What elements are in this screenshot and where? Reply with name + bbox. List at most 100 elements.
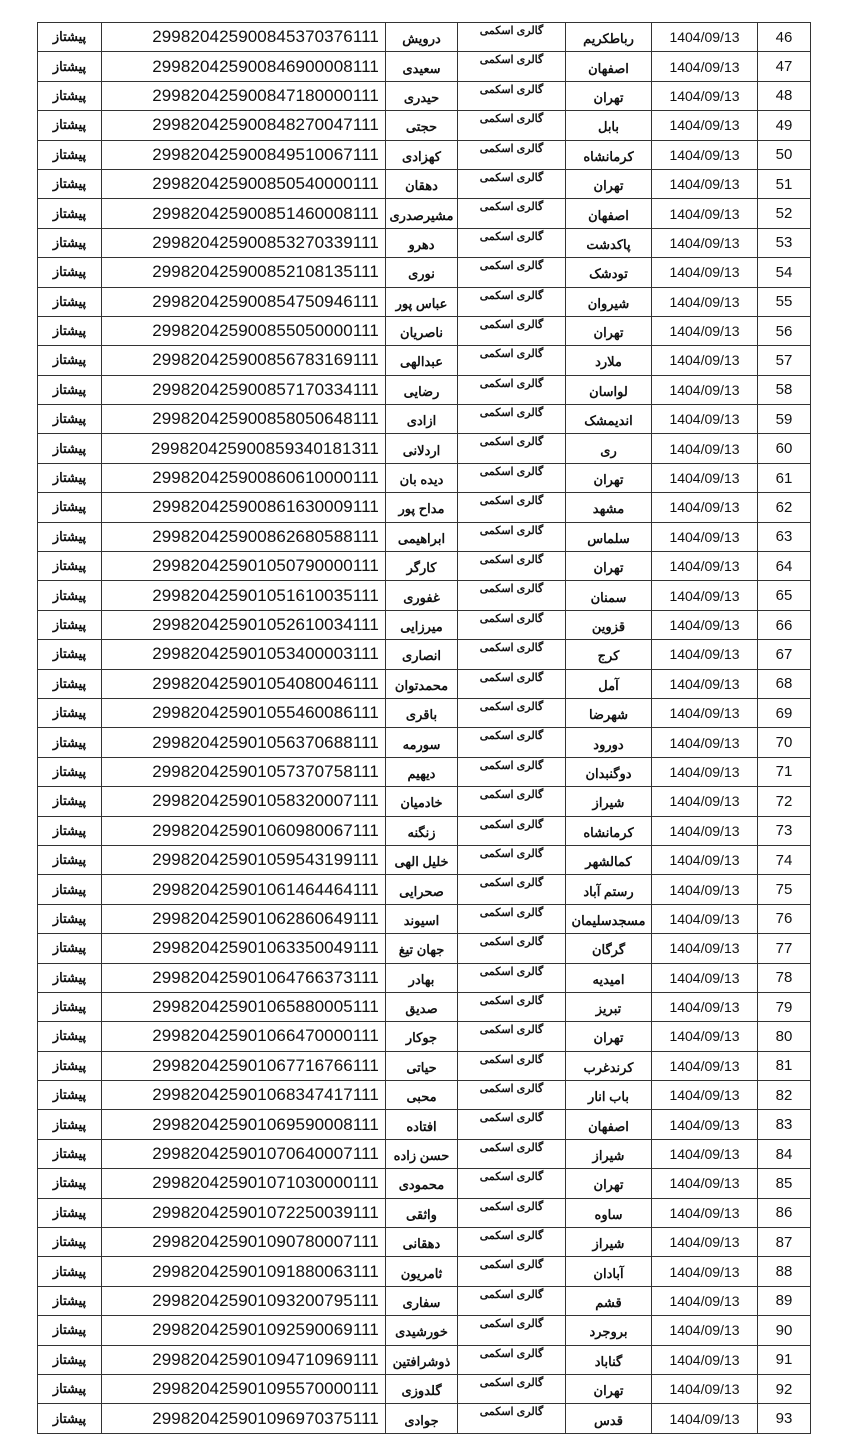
service-type-cell: پیشتاز bbox=[37, 227, 102, 259]
date-cell: 1404/09/13 bbox=[651, 756, 758, 788]
table-row: پیشتاز 299820425901094710969111 ذوشرافتین گ… bbox=[37, 1344, 811, 1375]
recipient-name-cell: اسیوند bbox=[385, 903, 458, 935]
table-row: پیشتاز 299820425901069590008111 افتاده گالر… bbox=[37, 1109, 811, 1140]
city-cell: تبریز bbox=[565, 991, 652, 1023]
service-type-cell: پیشتاز bbox=[37, 1315, 102, 1346]
tracking-number-cell: 299820425900859340181311 bbox=[101, 433, 386, 464]
city-cell: ملارد bbox=[565, 345, 652, 376]
date-cell: 1404/09/13 bbox=[651, 198, 758, 229]
row-number-cell: 86 bbox=[757, 1197, 811, 1229]
row-number-cell: 56 bbox=[757, 315, 811, 347]
row-number-cell: 93 bbox=[757, 1403, 811, 1434]
date-cell: 1404/09/13 bbox=[651, 433, 758, 464]
city-cell: قدس bbox=[565, 1403, 652, 1434]
sender-cell: گالری اسکمی bbox=[457, 21, 566, 53]
city-cell: کرمانشاه bbox=[565, 139, 652, 170]
row-number-cell: 89 bbox=[757, 1285, 811, 1317]
city-cell: ساوه bbox=[565, 1197, 652, 1229]
date-cell: 1404/09/13 bbox=[651, 1344, 758, 1375]
recipient-name-cell: مداح پور bbox=[385, 492, 458, 523]
recipient-name-cell: حسن زاده bbox=[385, 1138, 458, 1170]
recipient-name-cell: ازادی bbox=[385, 404, 458, 435]
date-cell: 1404/09/13 bbox=[651, 1285, 758, 1317]
row-number-cell: 79 bbox=[757, 991, 811, 1023]
row-number-cell: 72 bbox=[757, 786, 811, 817]
date-cell: 1404/09/13 bbox=[651, 786, 758, 817]
city-cell: کمالشهر bbox=[565, 844, 652, 876]
row-number-cell: 91 bbox=[757, 1344, 811, 1375]
service-type-cell: پیشتاز bbox=[37, 1227, 102, 1258]
city-cell: قشم bbox=[565, 1285, 652, 1317]
service-type-cell: پیشتاز bbox=[37, 1109, 102, 1140]
tracking-number-cell: 299820425901058320007111 bbox=[101, 786, 386, 817]
city-cell: تهران bbox=[565, 315, 652, 347]
date-cell: 1404/09/13 bbox=[651, 1168, 758, 1199]
sender-cell: گالری اسکمی bbox=[457, 1050, 566, 1082]
service-type-cell: پیشتاز bbox=[37, 139, 102, 170]
service-type-cell: پیشتاز bbox=[37, 668, 102, 699]
row-number-cell: 60 bbox=[757, 433, 811, 464]
row-number-cell: 51 bbox=[757, 168, 811, 200]
sender-cell: گالری اسکمی bbox=[457, 786, 566, 817]
date-cell: 1404/09/13 bbox=[651, 462, 758, 494]
table-row: پیشتاز 299820425900849510067111 کهزادی گالر… bbox=[37, 139, 811, 170]
city-cell: اندیمشک bbox=[565, 404, 652, 435]
date-cell: 1404/09/13 bbox=[651, 1315, 758, 1346]
row-number-cell: 90 bbox=[757, 1315, 811, 1346]
row-number-cell: 64 bbox=[757, 551, 811, 582]
date-cell: 1404/09/13 bbox=[651, 257, 758, 288]
service-type-cell: پیشتاز bbox=[37, 756, 102, 788]
city-cell: دوگنبدان bbox=[565, 756, 652, 788]
service-type-cell: پیشتاز bbox=[37, 80, 102, 112]
tracking-number-cell: 299820425901067716766111 bbox=[101, 1050, 386, 1082]
tracking-number-cell: 299820425900857170334111 bbox=[101, 374, 386, 406]
recipient-name-cell: حیاتی bbox=[385, 1050, 458, 1082]
tracking-number-cell: 299820425901071030000111 bbox=[101, 1168, 386, 1199]
sender-cell: گالری اسکمی bbox=[457, 1080, 566, 1111]
recipient-name-cell: صدیق bbox=[385, 991, 458, 1023]
service-type-cell: پیشتاز bbox=[37, 1080, 102, 1111]
tracking-number-cell: 299820425900856783169111 bbox=[101, 345, 386, 376]
recipient-name-cell: زنگنه bbox=[385, 815, 458, 846]
recipient-name-cell: نوری bbox=[385, 257, 458, 288]
city-cell: سلماس bbox=[565, 521, 652, 553]
row-number-cell: 71 bbox=[757, 756, 811, 788]
service-type-cell: پیشتاز bbox=[37, 51, 102, 82]
city-cell: تهران bbox=[565, 80, 652, 112]
sender-cell: گالری اسکمی bbox=[457, 374, 566, 406]
sender-cell: گالری اسکمی bbox=[457, 492, 566, 523]
tracking-number-cell: 299820425901060980067111 bbox=[101, 815, 386, 846]
city-cell: شیراز bbox=[565, 1227, 652, 1258]
table-row: پیشتاز 299820425901070640007111 حسن زاده گا… bbox=[37, 1138, 811, 1170]
city-cell: تهران bbox=[565, 462, 652, 494]
sender-cell: گالری اسکمی bbox=[457, 1285, 566, 1317]
tracking-number-cell: 299820425901051610035111 bbox=[101, 580, 386, 611]
tracking-number-cell: 299820425901096970375111 bbox=[101, 1403, 386, 1434]
sender-cell: گالری اسکمی bbox=[457, 433, 566, 464]
row-number-cell: 74 bbox=[757, 844, 811, 876]
tracking-number-cell: 299820425900861630009111 bbox=[101, 492, 386, 523]
sender-cell: گالری اسکمی bbox=[457, 1256, 566, 1287]
city-cell: تهران bbox=[565, 1373, 652, 1405]
table-row: پیشتاز 299820425901068347417111 محبی گالری … bbox=[37, 1080, 811, 1111]
row-number-cell: 48 bbox=[757, 80, 811, 112]
recipient-name-cell: افتاده bbox=[385, 1109, 458, 1140]
date-cell: 1404/09/13 bbox=[651, 1256, 758, 1287]
sender-cell: گالری اسکمی bbox=[457, 345, 566, 376]
sender-cell: گالری اسکمی bbox=[457, 1403, 566, 1434]
city-cell: گرگان bbox=[565, 933, 652, 964]
recipient-name-cell: عباس پور bbox=[385, 286, 458, 317]
tracking-number-cell: 299820425901068347417111 bbox=[101, 1080, 386, 1111]
sender-cell: گالری اسکمی bbox=[457, 1315, 566, 1346]
table-row: پیشتاز 299820425901051610035111 غفوری گالری… bbox=[37, 580, 811, 611]
tracking-number-cell: 299820425900852108135111 bbox=[101, 257, 386, 288]
row-number-cell: 65 bbox=[757, 580, 811, 611]
date-cell: 1404/09/13 bbox=[651, 1109, 758, 1140]
row-number-cell: 87 bbox=[757, 1227, 811, 1258]
row-number-cell: 47 bbox=[757, 51, 811, 82]
city-cell: سمنان bbox=[565, 580, 652, 611]
table-row: پیشتاز 299820425901055460086111 باقری گالری… bbox=[37, 697, 811, 729]
city-cell: مسجدسلیمان bbox=[565, 903, 652, 935]
row-number-cell: 46 bbox=[757, 21, 811, 53]
tracking-number-cell: 299820425901053400003111 bbox=[101, 639, 386, 670]
